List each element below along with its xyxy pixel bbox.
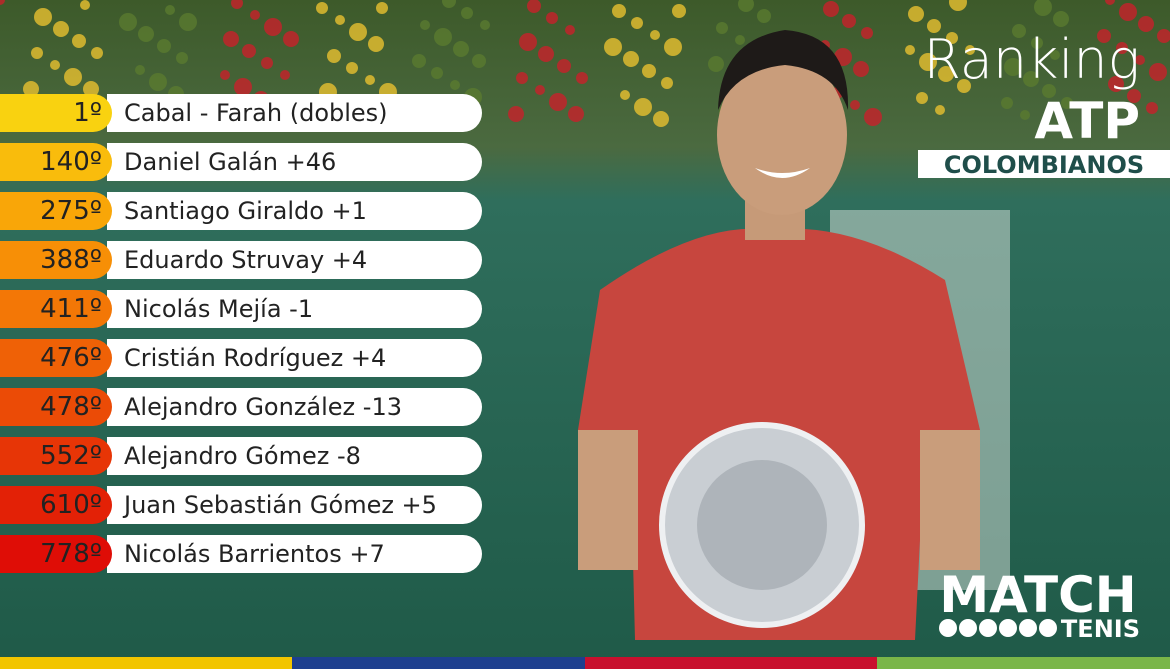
- player-name: Santiago Giraldo +1: [107, 192, 482, 230]
- rank: 478º: [0, 388, 112, 426]
- rank: 275º: [0, 192, 112, 230]
- player-name: Cabal - Farah (dobles): [107, 94, 482, 132]
- player-name: Eduardo Struvay +4: [107, 241, 482, 279]
- rank: 1º: [0, 94, 112, 132]
- ranking-row: 411º Nicolás Mejía -1: [0, 290, 482, 328]
- rank: 552º: [0, 437, 112, 475]
- ranking-row: 140º Daniel Galán +46: [0, 143, 482, 181]
- ranking-row: 476º Cristián Rodríguez +4: [0, 339, 482, 377]
- rank: 140º: [0, 143, 112, 181]
- player-name: Juan Sebastián Gómez +5: [107, 486, 482, 524]
- ranking-row: 552º Alejandro Gómez -8: [0, 437, 482, 475]
- ranking-row: 478º Alejandro González -13: [0, 388, 482, 426]
- ranking-row: 388º Eduardo Struvay +4: [0, 241, 482, 279]
- ranking-row: 778º Nicolás Barrientos +7: [0, 535, 482, 573]
- logo-balls: [939, 619, 1057, 637]
- tag: COLOMBIANOS: [944, 151, 1144, 179]
- ranking-row: 1º Cabal - Farah (dobles): [0, 94, 482, 132]
- logo-main: MATCH: [939, 566, 1136, 624]
- ranking-row: 610º Juan Sebastián Gómez +5: [0, 486, 482, 524]
- player-name: Daniel Galán +46: [107, 143, 482, 181]
- player-name: Nicolás Barrientos +7: [107, 535, 482, 573]
- logo-sub: TENIS: [1061, 615, 1140, 643]
- player-name: Cristián Rodríguez +4: [107, 339, 482, 377]
- player-name: Alejandro González -13: [107, 388, 482, 426]
- player-name: Nicolás Mejía -1: [107, 290, 482, 328]
- rank: 610º: [0, 486, 112, 524]
- ranking-row: 275º Santiago Giraldo +1: [0, 192, 482, 230]
- subtitle: ATP: [1034, 92, 1140, 150]
- rank: 476º: [0, 339, 112, 377]
- rank: 411º: [0, 290, 112, 328]
- rank: 778º: [0, 535, 112, 573]
- rank: 388º: [0, 241, 112, 279]
- title: Ranking: [923, 28, 1140, 91]
- player-name: Alejandro Gómez -8: [107, 437, 482, 475]
